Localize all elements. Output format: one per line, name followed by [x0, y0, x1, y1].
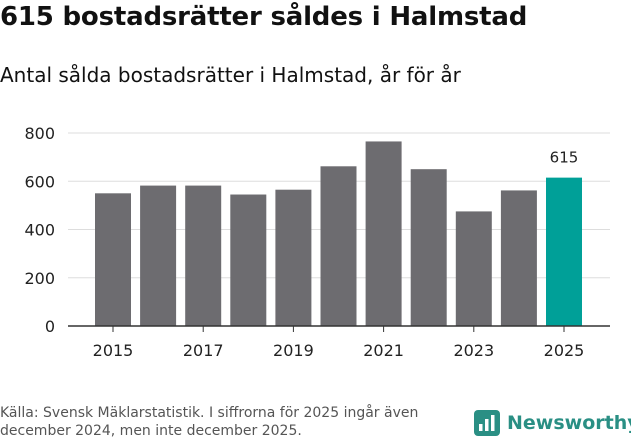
y-tick-label: 0 — [45, 317, 55, 336]
y-tick-label: 600 — [24, 172, 55, 191]
bar-2023 — [455, 211, 492, 326]
chart-title: 615 bostadsrätter såldes i Halmstad — [0, 2, 528, 32]
bar-2017 — [185, 185, 222, 326]
brand-logo: Newsworthy — [474, 406, 631, 440]
y-tick-label: 800 — [24, 124, 55, 143]
chart-subtitle: Antal sålda bostadsrätter i Halmstad, år… — [0, 63, 461, 87]
bar-2024 — [500, 190, 537, 326]
bar-2025 — [546, 177, 582, 326]
x-tick-label: 2017 — [183, 341, 224, 360]
data-label-2025: 615 — [550, 149, 579, 167]
x-tick-label: 2021 — [363, 341, 404, 360]
x-tick-label: 2025 — [544, 341, 585, 360]
bar-2022 — [410, 169, 447, 326]
y-tick-label: 200 — [24, 269, 55, 288]
bar-2019 — [275, 189, 312, 326]
x-tick-label: 2019 — [273, 341, 314, 360]
x-tick-label: 2023 — [453, 341, 494, 360]
bar-2020 — [320, 166, 357, 326]
brand-name: Newsworthy — [507, 412, 631, 434]
bar-2015 — [95, 193, 131, 326]
x-tick-label: 2015 — [93, 341, 134, 360]
bar-chart-icon — [474, 410, 500, 436]
source-note: Källa: Svensk Mäklarstatistik. I siffror… — [0, 405, 419, 439]
bar-2016 — [140, 185, 177, 326]
y-tick-label: 400 — [24, 221, 55, 240]
bar-2021 — [365, 141, 402, 326]
bar-chart: 0 200 400 600 800 2015 2017 2019 2021 2023 2025 615 — [24, 124, 610, 360]
bar-2018 — [230, 194, 267, 326]
